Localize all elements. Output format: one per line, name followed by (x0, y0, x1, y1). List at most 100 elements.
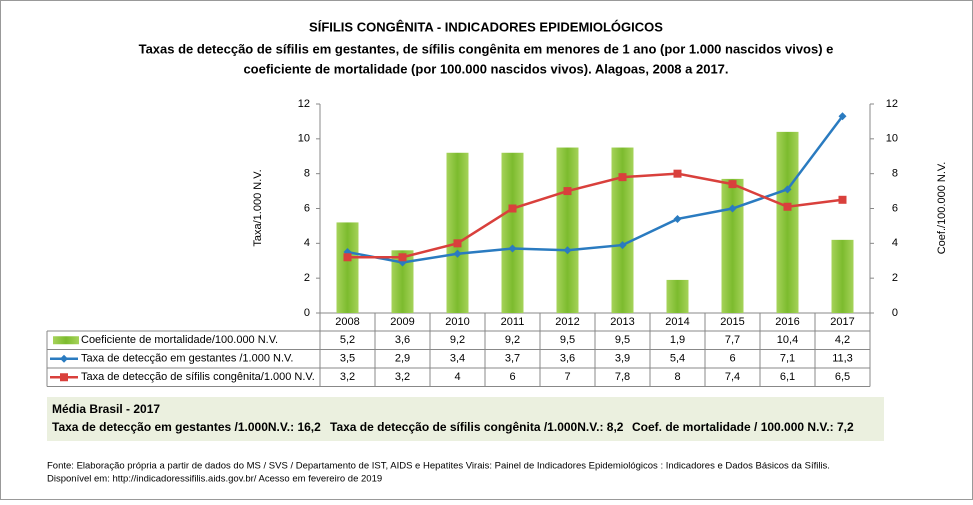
bar (336, 222, 359, 313)
bar (556, 147, 579, 313)
y2-tick-label: 12 (886, 98, 898, 110)
bar (501, 152, 524, 313)
y2-axis-label: Coef./100.000 N.V. (936, 162, 948, 255)
table-cell: 5,2 (340, 334, 355, 346)
y-tick-label: 2 (304, 272, 310, 284)
summary-item: Taxa de detecção em gestantes /1.000N.V.… (52, 420, 321, 434)
x-tick-label: 2011 (501, 316, 525, 328)
y-tick-label: 12 (298, 98, 310, 110)
table-cell: 3,7 (505, 353, 520, 365)
y-tick-label: 6 (304, 202, 310, 214)
table-cell: 9,2 (505, 334, 520, 346)
summary-title: Média Brasil - 2017 (52, 402, 160, 416)
line (347, 115, 844, 264)
table-cell: 7,7 (725, 334, 740, 346)
marker (728, 204, 737, 213)
y-tick-label: 4 (304, 237, 310, 249)
bar (666, 279, 689, 313)
x-tick-label: 2013 (610, 316, 634, 328)
table-cell: 3,6 (560, 353, 575, 365)
legend-label: Taxa de detecção em gestantes /1.000 N.V… (81, 353, 293, 365)
y-tick-label: 8 (304, 168, 310, 180)
table-cell: 3,2 (395, 371, 410, 383)
bar (446, 152, 469, 313)
table-cell: 9,5 (560, 334, 575, 346)
y-tick-label: 10 (298, 133, 310, 145)
legend-label: Taxa de detecção de sífilis congênita/1.… (81, 371, 315, 383)
table-cell: 3,4 (450, 353, 465, 365)
marker (673, 169, 682, 178)
x-tick-label: 2009 (390, 316, 414, 328)
x-tick-label: 2008 (335, 316, 359, 328)
summary-item: Taxa de detecção de sífilis congênita /1… (330, 420, 624, 434)
y2-tick-label: 4 (892, 237, 898, 249)
table-cell: 4 (454, 371, 460, 383)
table-cell: 7,8 (615, 371, 630, 383)
marker (343, 253, 352, 262)
summary-item: Coef. de mortalidade / 100.000 N.V.: 7,2 (632, 420, 854, 434)
table-cell: 7 (564, 371, 570, 383)
table-cell: 3,5 (340, 353, 355, 365)
table-cell: 4,2 (835, 334, 850, 346)
marker (728, 180, 737, 189)
source: Fonte: Elaboração própria a partir de da… (47, 461, 830, 472)
legend-swatch (53, 336, 79, 345)
table-cell: 3,2 (340, 371, 355, 383)
subtitle: Taxas de detecção de sífilis em gestante… (139, 41, 834, 56)
x-tick-label: 2010 (445, 316, 469, 328)
marker (563, 246, 572, 255)
table-cell: 10,4 (777, 334, 798, 346)
table-cell: 8 (674, 371, 680, 383)
table-cell: 9,2 (450, 334, 465, 346)
x-tick-label: 2017 (830, 316, 854, 328)
table-cell: 11,3 (832, 353, 853, 365)
table-cell: 6 (509, 371, 515, 383)
x-tick-label: 2015 (720, 316, 744, 328)
x-tick-label: 2016 (775, 316, 799, 328)
y-tick-label: 0 (304, 307, 310, 319)
marker (563, 187, 572, 196)
table-cell: 6 (729, 353, 735, 365)
subtitle: coeficiente de mortalidade (por 100.000 … (243, 61, 728, 76)
line (347, 172, 843, 259)
bar (611, 147, 634, 313)
legend-swatch (60, 354, 68, 363)
y2-tick-label: 0 (892, 307, 898, 319)
table-cell: 1,9 (670, 334, 685, 346)
bar (721, 178, 744, 313)
y-axis-label: Taxa/1.000 N.V. (252, 169, 264, 246)
table-cell: 2,9 (395, 353, 410, 365)
marker (838, 112, 847, 121)
chart-title: SÍFILIS CONGÊNITA - INDICADORES EPIDEMIO… (309, 19, 663, 34)
table-cell: 5,4 (670, 353, 685, 365)
table-cell: 7,1 (780, 353, 795, 365)
marker (398, 253, 407, 262)
marker (838, 195, 847, 204)
marker (673, 214, 682, 223)
marker (453, 249, 462, 258)
marker (618, 241, 627, 250)
legend-swatch (60, 373, 68, 382)
y2-tick-label: 6 (892, 202, 898, 214)
table-cell: 3,9 (615, 353, 630, 365)
summary-box (47, 397, 884, 441)
marker (783, 202, 792, 211)
table-cell: 9,5 (615, 334, 630, 346)
y2-tick-label: 10 (886, 133, 898, 145)
marker (508, 244, 517, 253)
x-tick-label: 2012 (555, 316, 579, 328)
y2-tick-label: 8 (892, 168, 898, 180)
marker (783, 185, 792, 194)
table-cell: 6,1 (780, 371, 795, 383)
y2-tick-label: 2 (892, 272, 898, 284)
marker (508, 204, 517, 213)
bar (391, 250, 414, 313)
bar (776, 131, 799, 313)
bar (831, 239, 854, 313)
legend-label: Coeficiente de mortalidade/100.000 N.V. (81, 334, 278, 346)
table-cell: 6,5 (835, 371, 850, 383)
table-cell: 7,4 (725, 371, 740, 383)
marker (453, 239, 462, 248)
marker (618, 173, 627, 182)
